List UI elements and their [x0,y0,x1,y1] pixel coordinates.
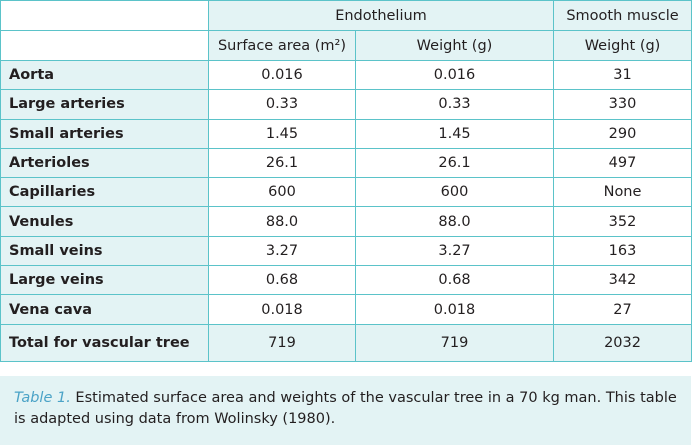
endothelium-weight-value: 0.33 [354,89,555,120]
smooth-muscle-weight-value: 342 [553,265,692,296]
endothelium-weight-value: 1.45 [354,118,555,149]
vessel-label: Large veins [0,265,209,296]
endothelium-weight-value: 0.016 [354,59,555,91]
surface-area-value: 88.0 [208,206,356,237]
smooth-muscle-weight-value: 31 [553,59,692,91]
sub-header-blank-cell [0,30,209,61]
endothelium-weight-value: 26.1 [354,147,555,179]
table-row: Aorta 0.016 0.016 31 [0,59,692,91]
vascular-tree-table: Endothelium Smooth muscle Surface area (… [0,0,692,362]
surface-area-value: 0.68 [208,265,356,296]
smooth-muscle-weight-header: Weight (g) [553,30,692,61]
table-row: Capillaries 600 600 None [0,177,692,208]
vessel-label: Vena cava [0,294,209,325]
table-row: Small arteries 1.45 1.45 290 [0,118,692,149]
smooth-muscle-weight-value: 497 [553,147,692,179]
table-row: Arterioles 26.1 26.1 497 [0,147,692,179]
vessel-label: Aorta [0,59,209,91]
total-weight: 719 [354,323,555,362]
sub-header-row: Surface area (m²) Weight (g) Weight (g) [0,30,692,61]
smooth-muscle-weight-value: 163 [553,235,692,267]
endothelium-header: Endothelium [207,0,555,31]
endothelium-weight-value: 0.018 [354,294,555,325]
surface-area-header: Surface area (m²) [208,30,356,61]
caption-lead: Table 1. [14,390,71,406]
table-body: Aorta 0.016 0.016 31 Large arteries 0.33 0.33 3… [0,59,692,325]
endothelium-weight-header: Weight (g) [354,30,555,61]
vessel-label: Large arteries [0,89,209,120]
smooth-muscle-weight-value: 27 [553,294,692,325]
vessel-label: Arterioles [0,147,209,179]
vessel-label: Capillaries [0,177,209,208]
surface-area-value: 0.018 [208,294,356,325]
smooth-muscle-weight-value: 330 [553,89,692,120]
total-smooth-muscle: 2032 [553,323,692,362]
group-header-row: Endothelium Smooth muscle [0,0,692,31]
endothelium-weight-value: 88.0 [354,206,555,237]
smooth-muscle-weight-value: 290 [553,118,692,149]
vessel-label: Venules [0,206,209,237]
smooth-muscle-weight-value: None [553,177,692,208]
smooth-muscle-weight-value: 352 [553,206,692,237]
vessel-label: Small veins [0,235,209,267]
table-caption: Table 1. Estimated surface area and weig… [0,376,691,445]
table-row: Large veins 0.68 0.68 342 [0,265,692,296]
vessel-label: Small arteries [0,118,209,149]
surface-area-value: 1.45 [208,118,356,149]
caption-text: Estimated surface area and weights of th… [14,390,677,427]
table-row: Vena cava 0.018 0.018 27 [0,294,692,325]
surface-area-value: 0.016 [208,59,356,91]
surface-area-value: 26.1 [208,147,356,179]
table-row: Small veins 3.27 3.27 163 [0,235,692,267]
surface-area-value: 3.27 [208,235,356,267]
header-blank-cell [0,0,209,31]
table-row: Venules 88.0 88.0 352 [0,206,692,237]
total-area: 719 [208,323,356,362]
total-row: Total for vascular tree 719 719 2032 [0,323,692,362]
endothelium-weight-value: 3.27 [354,235,555,267]
table-row: Large arteries 0.33 0.33 330 [0,89,692,120]
surface-area-value: 600 [208,177,356,208]
total-label: Total for vascular tree [0,323,209,362]
endothelium-weight-value: 0.68 [354,265,555,296]
surface-area-value: 0.33 [208,89,356,120]
endothelium-weight-value: 600 [354,177,555,208]
smooth-muscle-header: Smooth muscle [553,0,692,31]
